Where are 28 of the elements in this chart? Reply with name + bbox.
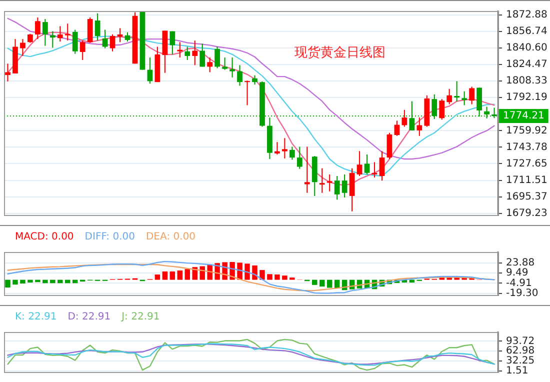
y-tick-label: 1824.47 xyxy=(506,59,548,70)
y-tick-label: 1695.37 xyxy=(506,191,548,202)
y-tick-label: 1808.33 xyxy=(506,76,548,87)
y-tick-label: -19.30 xyxy=(506,288,538,299)
y-tick-label: 1711.51 xyxy=(506,174,548,186)
y-tick-label: 1.51 xyxy=(506,366,528,377)
y-tick-label: 9.49 xyxy=(506,268,528,279)
text: DIFF: 0.00 xyxy=(84,232,135,243)
text: MACD: 0.00 xyxy=(15,232,74,243)
text: DEA: 0.00 xyxy=(146,232,196,243)
y-tick-label: 1872.88 xyxy=(506,10,548,21)
y-tick-label: 93.72 xyxy=(506,336,535,347)
y-tick-label: 1792.19 xyxy=(506,92,548,104)
y-tick-label: 62.98 xyxy=(506,346,535,357)
y-tick-label: -4.91 xyxy=(506,278,532,289)
text: K: 22.91 xyxy=(15,312,57,323)
text: 现货黄金日线图 xyxy=(294,45,386,60)
y-tick-label: 1727.65 xyxy=(506,158,548,170)
text: D: 22.91 xyxy=(68,312,111,323)
y-tick-label: 1743.78 xyxy=(506,142,548,153)
y-tick-label: 23.88 xyxy=(506,258,535,269)
ref-line-label: 1774.21 xyxy=(503,110,544,122)
y-tick-label: 1840.60 xyxy=(506,42,548,54)
y-tick-label: 32.25 xyxy=(506,356,535,367)
y-tick-label: 1759.92 xyxy=(506,125,548,136)
text: J: 22.91 xyxy=(120,312,160,323)
y-tick-label: 1856.74 xyxy=(506,26,548,38)
y-tick-label: 1679.23 xyxy=(506,208,548,219)
